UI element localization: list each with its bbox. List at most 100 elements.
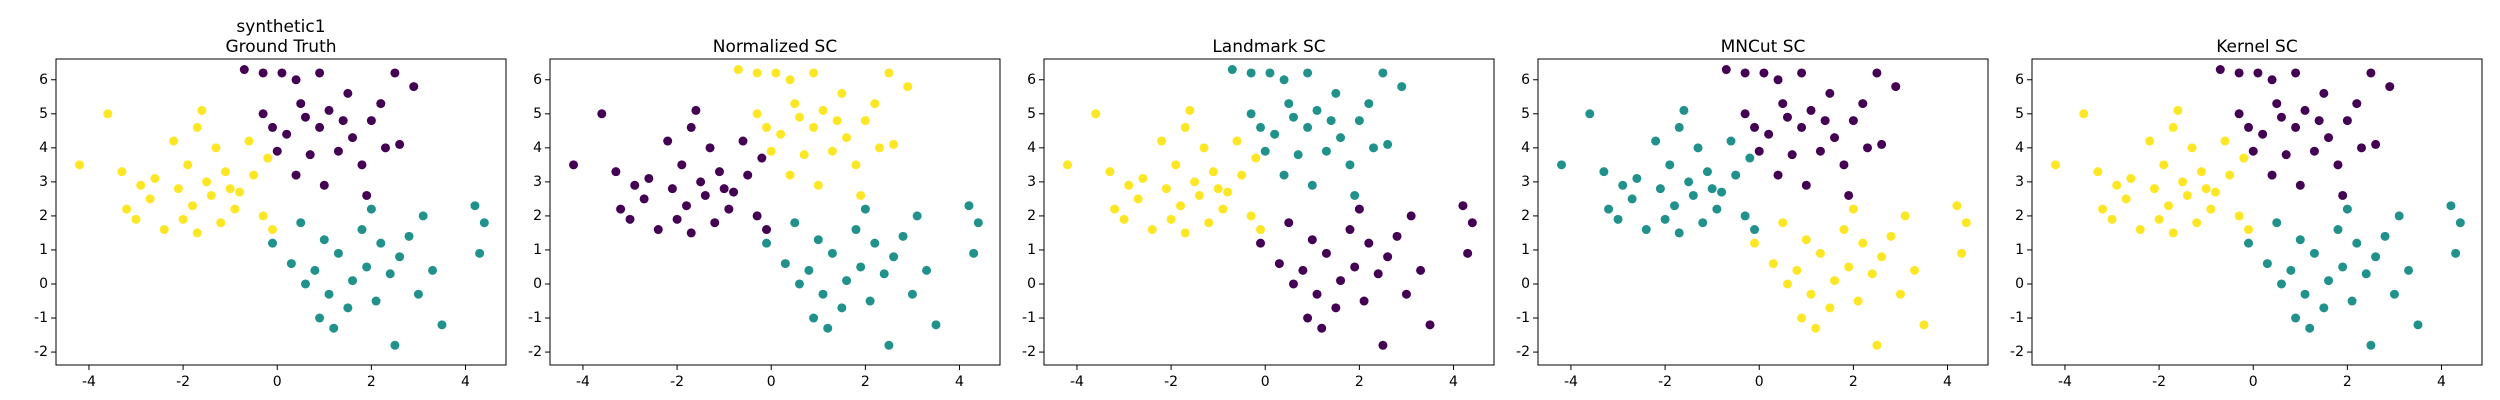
point bbox=[1138, 173, 1148, 183]
point bbox=[1246, 211, 1256, 221]
point bbox=[1397, 82, 1407, 92]
point bbox=[395, 139, 405, 149]
point bbox=[1764, 129, 1774, 139]
point bbox=[2394, 211, 2404, 221]
point bbox=[705, 143, 715, 153]
point bbox=[1265, 68, 1275, 78]
point bbox=[2352, 99, 2362, 109]
point bbox=[1679, 105, 1689, 115]
point bbox=[794, 112, 804, 122]
point bbox=[2093, 167, 2103, 177]
point bbox=[1336, 276, 1346, 286]
point bbox=[1815, 248, 1825, 258]
point bbox=[1853, 296, 1863, 306]
point bbox=[409, 82, 419, 92]
point bbox=[437, 320, 447, 330]
y-tick-label: 1 bbox=[2015, 242, 2024, 258]
subplot: MNCut SC -4 -2 0 2 4 -2 -1 0 1 2 3 4 5 6 bbox=[1516, 37, 1989, 390]
point bbox=[2319, 88, 2329, 98]
point bbox=[2319, 303, 2329, 313]
point bbox=[691, 105, 701, 115]
point bbox=[1599, 167, 1609, 177]
point bbox=[2295, 180, 2305, 190]
point bbox=[404, 231, 414, 241]
point bbox=[1303, 313, 1313, 323]
point bbox=[771, 68, 781, 78]
point bbox=[2149, 184, 2159, 194]
point bbox=[1312, 289, 1322, 299]
point bbox=[1773, 170, 1783, 180]
point bbox=[2196, 167, 2206, 177]
chart-title: synthetic1 bbox=[236, 17, 325, 37]
point bbox=[2201, 184, 2211, 194]
point bbox=[2385, 82, 2395, 92]
y-tick-label: 4 bbox=[2015, 140, 2024, 156]
point bbox=[230, 204, 240, 214]
point bbox=[1279, 75, 1289, 85]
point bbox=[1425, 320, 1435, 330]
point bbox=[1627, 194, 1637, 204]
x-tick-label: 0 bbox=[1261, 374, 1270, 390]
y-tick-label: 5 bbox=[1521, 106, 1530, 122]
y-tick-label: 0 bbox=[1027, 276, 1036, 292]
point bbox=[1877, 139, 1887, 149]
point bbox=[2324, 276, 2334, 286]
point bbox=[1208, 167, 1218, 177]
x-tick-label: -4 bbox=[2058, 374, 2072, 390]
y-tick-label: 1 bbox=[533, 242, 542, 258]
point bbox=[188, 201, 198, 211]
x-tick-label: 2 bbox=[2343, 374, 2352, 390]
point bbox=[1364, 238, 1374, 248]
point bbox=[315, 68, 325, 78]
point bbox=[1354, 204, 1364, 214]
point bbox=[117, 167, 127, 177]
point bbox=[202, 177, 212, 187]
point bbox=[2314, 116, 2324, 126]
point bbox=[1792, 265, 1802, 275]
point bbox=[2371, 139, 2381, 149]
point bbox=[696, 177, 706, 187]
point bbox=[813, 180, 823, 190]
point bbox=[343, 303, 353, 313]
point bbox=[1858, 99, 1868, 109]
y-tick-label: -1 bbox=[2010, 310, 2024, 326]
point bbox=[611, 167, 621, 177]
y-tick-label: 0 bbox=[533, 276, 542, 292]
point bbox=[752, 68, 762, 78]
point bbox=[211, 143, 221, 153]
point bbox=[719, 184, 729, 194]
x-tick-label: 4 bbox=[1943, 374, 1952, 390]
y-tick-label: 2 bbox=[1521, 208, 1530, 224]
point bbox=[1707, 184, 1717, 194]
y-tick-label: -2 bbox=[528, 344, 542, 360]
point bbox=[169, 136, 179, 146]
point bbox=[1336, 133, 1346, 143]
point bbox=[809, 313, 819, 323]
point bbox=[296, 99, 306, 109]
point bbox=[964, 201, 974, 211]
point bbox=[794, 279, 804, 289]
x-tick-label: -4 bbox=[576, 374, 590, 390]
point bbox=[1721, 65, 1731, 75]
point bbox=[258, 109, 268, 119]
point bbox=[2220, 136, 2230, 146]
point bbox=[475, 248, 485, 258]
point bbox=[1726, 136, 1736, 146]
point bbox=[428, 265, 438, 275]
point bbox=[865, 296, 875, 306]
point bbox=[324, 105, 334, 115]
point bbox=[324, 289, 334, 299]
point bbox=[362, 190, 372, 200]
point bbox=[752, 109, 762, 119]
point bbox=[1161, 184, 1171, 194]
point bbox=[1768, 259, 1778, 269]
point bbox=[1660, 214, 1670, 224]
point bbox=[2281, 150, 2291, 160]
point bbox=[785, 170, 795, 180]
point bbox=[1185, 105, 1195, 115]
point bbox=[2404, 265, 2414, 275]
y-tick-label: 5 bbox=[533, 106, 542, 122]
point bbox=[268, 238, 278, 248]
y-tick-label: 1 bbox=[39, 242, 48, 258]
